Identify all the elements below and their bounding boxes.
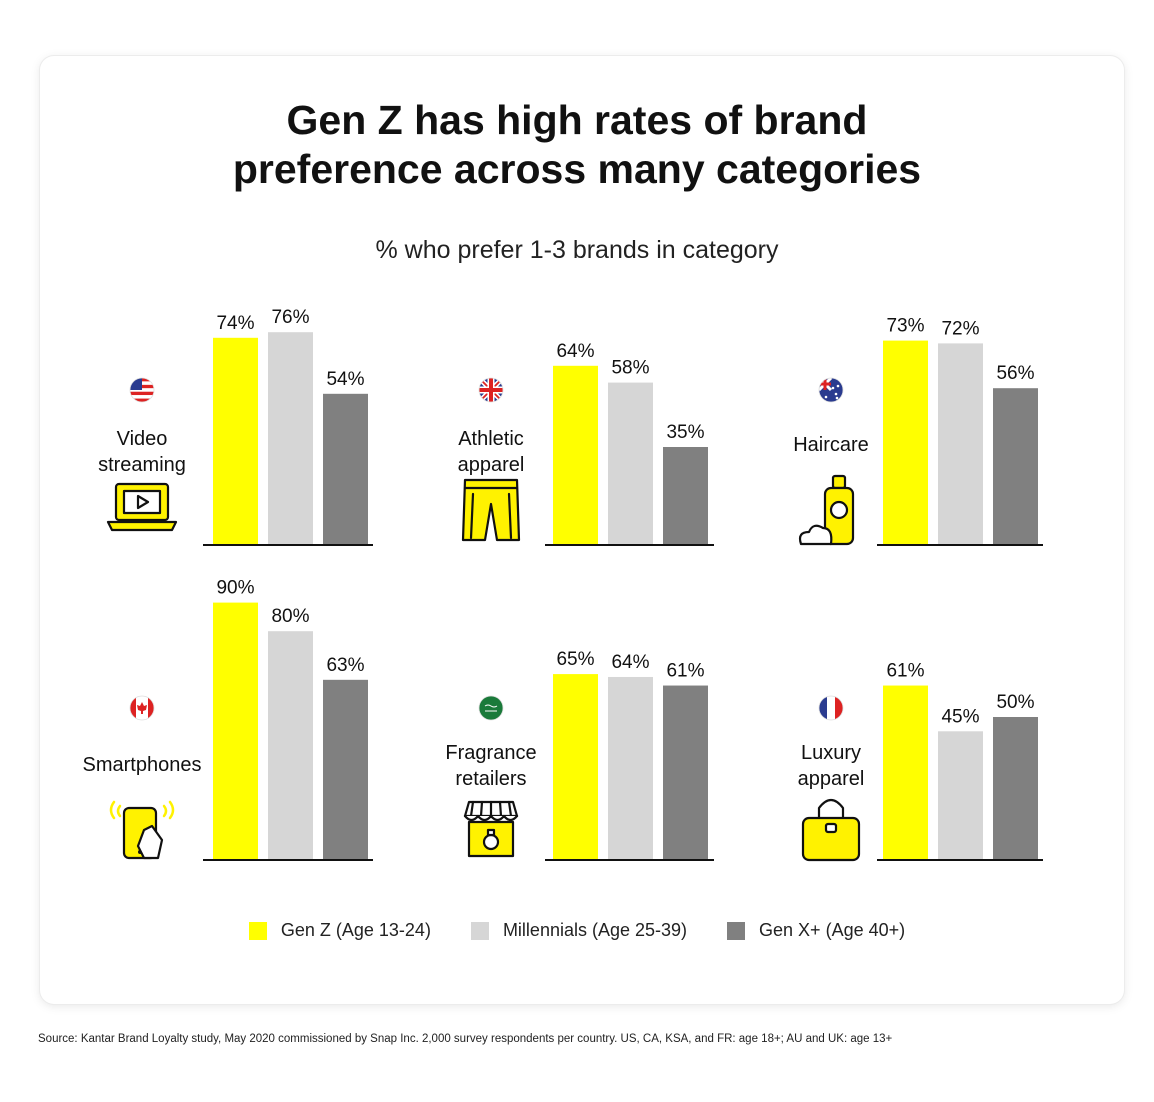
chart-panel-3: 73% 72% 56% Haircare bbox=[793, 316, 1043, 546]
chart-title: Gen Z has high rates of brand preference… bbox=[0, 96, 1154, 194]
bar-panel-6-series-3 bbox=[993, 717, 1038, 860]
smartphone-icon bbox=[109, 800, 175, 860]
legend-swatch-millennials bbox=[470, 921, 489, 940]
data-label-panel-3-series-3: 56% bbox=[996, 363, 1034, 384]
shampoo-bottle-icon bbox=[798, 474, 855, 546]
chart-panel-5: 65% 64% 61% Fragrance retailers bbox=[445, 649, 714, 861]
bar-panel-2-series-3 bbox=[663, 447, 708, 545]
data-label-panel-5-series-2: 64% bbox=[611, 652, 649, 673]
chart-panel-6: 61% 45% 50% Luxury apparel bbox=[798, 661, 1043, 862]
bar-panel-4-series-1 bbox=[213, 602, 258, 860]
bar-panel-6-series-2 bbox=[938, 731, 983, 860]
data-label-panel-1-series-1: 74% bbox=[216, 313, 254, 334]
chart-panel-2: 64% 58% 35% Athletic apparel bbox=[458, 341, 714, 546]
bar-panel-5-series-1 bbox=[553, 674, 598, 860]
bar-panel-4-series-2 bbox=[268, 631, 313, 860]
uk-flag-icon bbox=[478, 377, 504, 403]
legend-label-gen-x: Gen X+ (Age 40+) bbox=[759, 920, 906, 940]
legend-label-gen-z: Gen Z (Age 13-24) bbox=[280, 920, 431, 940]
category-label-panel-5-line-2: retailers bbox=[455, 768, 526, 790]
data-label-panel-6-series-2: 45% bbox=[941, 706, 979, 727]
bar-panel-1-series-3 bbox=[323, 393, 368, 545]
bar-panel-2-series-1 bbox=[553, 365, 598, 545]
bar-panel-2-series-2 bbox=[608, 382, 653, 545]
category-label-panel-2-line-2: apparel bbox=[458, 454, 525, 476]
bar-panel-1-series-2 bbox=[268, 332, 313, 545]
source-note: Source: Kantar Brand Loyalty study, May … bbox=[38, 1033, 893, 1045]
category-label-panel-2-line-1: Athletic bbox=[458, 428, 524, 450]
category-label-panel-6-line-1: Luxury bbox=[801, 742, 861, 764]
category-label-panel-4-line-1: Smartphones bbox=[83, 754, 202, 776]
data-label-panel-4-series-2: 80% bbox=[271, 606, 309, 627]
laptop-play-icon bbox=[106, 482, 178, 532]
canada-flag-icon bbox=[129, 695, 155, 721]
data-label-panel-1-series-3: 54% bbox=[326, 369, 364, 390]
data-label-panel-5-series-1: 65% bbox=[556, 649, 594, 670]
data-label-panel-6-series-1: 61% bbox=[886, 661, 924, 682]
category-label-panel-5-line-1: Fragrance bbox=[445, 742, 536, 764]
us-flag-icon bbox=[129, 377, 155, 403]
bar-panel-3-series-2 bbox=[938, 343, 983, 545]
legend-swatch-gen-x bbox=[727, 921, 746, 940]
australia-flag-icon bbox=[818, 377, 844, 403]
bar-panel-5-series-2 bbox=[608, 676, 653, 860]
data-label-panel-2-series-1: 64% bbox=[556, 341, 594, 362]
category-label-panel-1-line-1: Video bbox=[117, 428, 168, 450]
france-flag-icon bbox=[818, 695, 844, 721]
data-label-panel-4-series-1: 90% bbox=[216, 578, 254, 599]
data-label-panel-2-series-3: 35% bbox=[666, 422, 704, 443]
bar-panel-5-series-3 bbox=[663, 685, 708, 860]
bar-panel-4-series-3 bbox=[323, 679, 368, 860]
bar-panel-3-series-1 bbox=[883, 340, 928, 545]
chart-panel-1: 74% 76% 54% Video streaming bbox=[98, 307, 373, 546]
chart-title-line-1: Gen Z has high rates of brand bbox=[286, 97, 868, 143]
bar-panel-6-series-1 bbox=[883, 685, 928, 860]
data-label-panel-3-series-1: 73% bbox=[886, 316, 924, 337]
saudi-flag-icon bbox=[478, 695, 504, 721]
legend-item-gen-x: Gen X+ (Age 40+) bbox=[727, 920, 905, 941]
data-label-panel-1-series-2: 76% bbox=[271, 307, 309, 328]
data-label-panel-6-series-3: 50% bbox=[996, 692, 1034, 713]
shop-perfume-icon bbox=[463, 800, 519, 858]
chart-panel-4: 90% 80% 63% Smartphones bbox=[83, 578, 373, 861]
legend-item-millennials: Millennials (Age 25-39) bbox=[470, 920, 688, 941]
category-label-panel-3-line-1: Haircare bbox=[793, 434, 869, 456]
data-label-panel-5-series-3: 61% bbox=[666, 661, 704, 682]
shorts-icon bbox=[461, 478, 521, 542]
chart-title-line-2: preference across many categories bbox=[232, 146, 922, 192]
data-label-panel-4-series-3: 63% bbox=[326, 655, 364, 676]
bar-panel-1-series-1 bbox=[213, 337, 258, 545]
legend-item-gen-z: Gen Z (Age 13-24) bbox=[248, 920, 431, 941]
category-label-panel-6-line-2: apparel bbox=[798, 768, 865, 790]
data-label-panel-2-series-2: 58% bbox=[611, 358, 649, 379]
data-label-panel-3-series-2: 72% bbox=[941, 318, 979, 339]
handbag-icon bbox=[801, 798, 861, 862]
category-label-panel-1-line-2: streaming bbox=[98, 454, 186, 476]
legend: Gen Z (Age 13-24) Millennials (Age 25-39… bbox=[0, 920, 1154, 941]
bar-panel-3-series-3 bbox=[993, 388, 1038, 545]
legend-label-millennials: Millennials (Age 25-39) bbox=[502, 920, 688, 940]
legend-swatch-gen-z bbox=[248, 921, 267, 940]
chart-subtitle: % who prefer 1-3 brands in category bbox=[375, 236, 779, 264]
